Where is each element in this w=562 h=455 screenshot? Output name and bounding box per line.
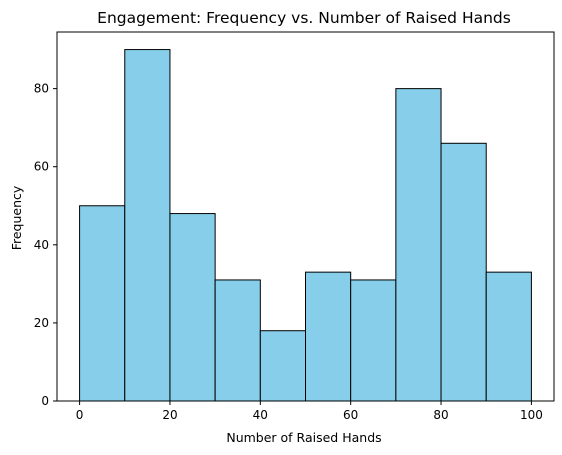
bar-50-60 (305, 271, 352, 402)
y-tick-label: 0 (41, 394, 49, 408)
x-tick-label: 60 (343, 408, 358, 422)
bar-40-50 (259, 330, 306, 402)
bar-0-10 (79, 205, 126, 402)
y-tick-label: 80 (34, 82, 49, 96)
bar-70-80 (395, 88, 442, 402)
x-tick-label: 0 (76, 408, 84, 422)
y-tick-label: 60 (34, 160, 49, 174)
bars-group (79, 49, 532, 402)
plot-frame (56, 31, 555, 402)
y-tick-label: 20 (34, 316, 49, 330)
y-tick-label: 40 (34, 238, 49, 252)
bar-10-20 (124, 49, 171, 402)
y-axis-ticks: 0 20 40 60 80 (34, 82, 57, 408)
bar-80-90 (440, 142, 487, 402)
x-axis-ticks: 0 20 40 60 80 100 (76, 401, 543, 422)
x-axis-label: Number of Raised Hands (226, 430, 381, 445)
bar-60-70 (350, 279, 397, 402)
y-axis-label: Frequency (9, 185, 24, 250)
bar-90-100 (485, 271, 532, 402)
x-tick-label: 80 (433, 408, 448, 422)
x-tick-label: 40 (253, 408, 268, 422)
x-tick-label: 100 (520, 408, 543, 422)
x-tick-label: 20 (162, 408, 177, 422)
bar-30-40 (214, 279, 261, 402)
bar-20-30 (169, 213, 216, 402)
chart-title: Engagement: Frequency vs. Number of Rais… (97, 9, 511, 27)
